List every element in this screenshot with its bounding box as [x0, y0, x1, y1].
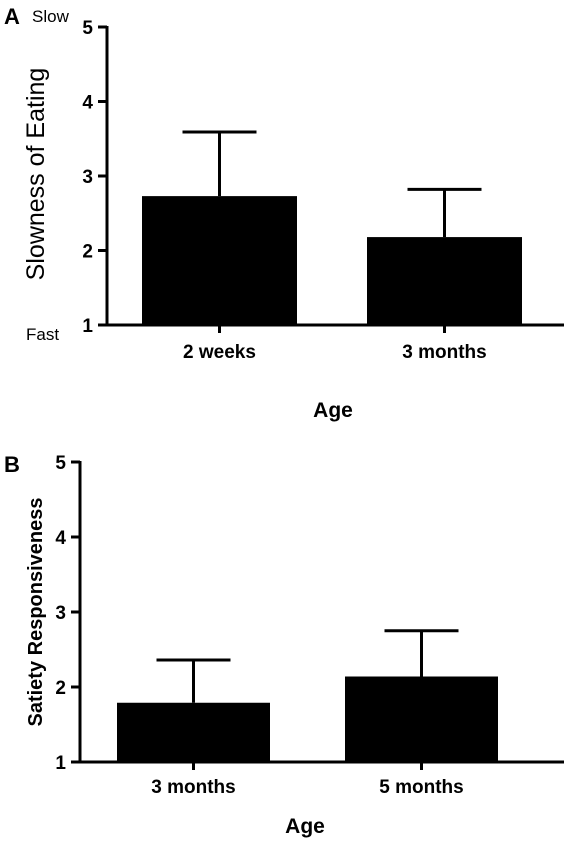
- panel-a-annotation-slow: Slow: [32, 7, 70, 26]
- panel-a-y-tick-label: 1: [82, 316, 93, 337]
- panel-a-marks: 1 2 3 4 5 2 weeks 3 months: [82, 18, 564, 363]
- panel-b: B Satiety Responsiveness Age 1 2 3 4 5 3 mont…: [4, 452, 564, 838]
- panel-a-x-tick-label: 3 months: [402, 342, 486, 363]
- panel-b-y-tick-label: 3: [55, 603, 66, 624]
- panel-a: A Slow Fast Slowness of Eating Age 1 2 3 4 5…: [4, 4, 564, 422]
- panel-b-x-tick-label: 5 months: [379, 777, 463, 798]
- panel-b-y-axis-title: Satiety Responsiveness: [25, 498, 47, 727]
- panel-a-annotation-fast: Fast: [26, 325, 59, 344]
- panel-b-bar: [117, 702, 270, 762]
- panel-a-y-tick-label: 5: [82, 18, 93, 39]
- panel-a-bar: [142, 196, 297, 325]
- panel-b-y-tick-label: 5: [55, 453, 66, 474]
- panel-b-marks: 1 2 3 4 5 3 months 5 months: [55, 453, 564, 798]
- panel-a-y-tick-label: 3: [82, 167, 93, 188]
- panel-a-bar: [367, 237, 522, 325]
- panel-a-x-axis-title: Age: [313, 399, 353, 422]
- panel-b-x-axis-title: Age: [285, 815, 325, 838]
- panel-a-y-axis-title: Slowness of Eating: [22, 68, 50, 281]
- panel-b-y-tick-label: 2: [55, 678, 66, 699]
- panel-a-y-tick-label: 2: [82, 242, 93, 263]
- panel-b-bar: [345, 676, 498, 762]
- panel-a-y-tick-label: 4: [82, 93, 93, 114]
- panel-a-x-tick-label: 2 weeks: [183, 342, 256, 363]
- panel-b-y-tick-label: 1: [55, 753, 66, 774]
- panel-b-y-tick-label: 4: [55, 528, 66, 549]
- panel-b-x-tick-label: 3 months: [151, 777, 235, 798]
- panel-b-letter: B: [4, 452, 20, 477]
- panel-a-letter: A: [4, 4, 20, 29]
